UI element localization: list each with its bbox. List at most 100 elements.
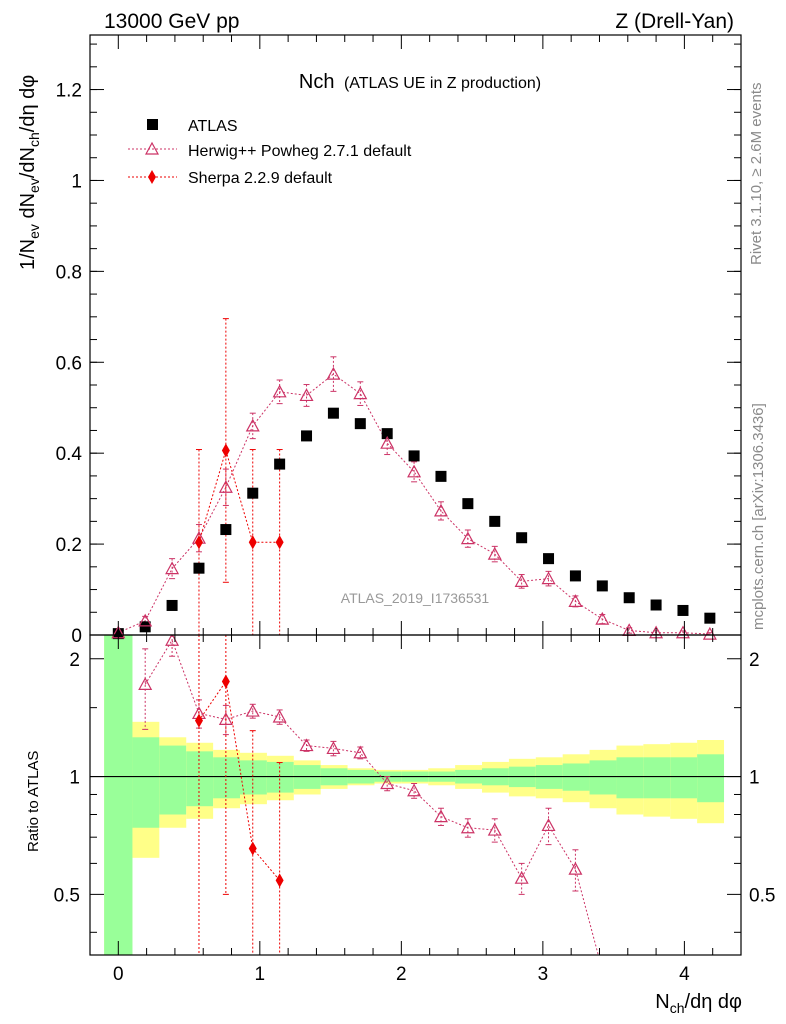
herwig-ratio-point: [514, 870, 529, 884]
sherpa-ratio-point: [221, 674, 230, 689]
main-y-tick-label: 0.8: [56, 262, 82, 283]
ratio-plot-area: [90, 635, 741, 955]
atlas-data-point: [435, 470, 447, 482]
atlas-data-point: [650, 599, 662, 611]
ratio-uncertainty-bands: [104, 635, 725, 955]
herwig-ratio-point: [487, 822, 502, 836]
herwig-data-point: [326, 366, 341, 380]
legend-marker-atlas: [147, 119, 158, 130]
x-tick-label: 4: [679, 964, 690, 985]
atlas-data-point: [623, 592, 635, 604]
herwig-ratio-point: [353, 745, 368, 759]
main-y-tick-label: 0: [71, 626, 82, 647]
x-tick-label: 0: [113, 964, 124, 985]
herwig-ratio-point: [138, 677, 153, 690]
herwig-data-point: [541, 571, 556, 585]
herwig-data-point: [595, 611, 610, 625]
main-y-tick-label: 0.4: [56, 444, 83, 465]
herwig-ratio-point: [407, 783, 422, 797]
green-band-bin: [266, 761, 294, 793]
atlas-data-point: [381, 428, 393, 440]
herwig-ratio-point: [326, 741, 341, 755]
herwig-data-point: [272, 384, 287, 398]
green-band-bin: [132, 737, 160, 828]
atlas-data-point: [274, 458, 286, 470]
herwig-data-point: [353, 386, 368, 400]
atlas-data-point: [139, 621, 151, 633]
x-tick-label: 3: [538, 964, 549, 985]
herwig-data-point: [514, 574, 529, 587]
legend-label-sherpa: Sherpa 2.2.9 default: [188, 170, 333, 187]
herwig-ratio-point: [433, 809, 448, 823]
sherpa-data-point: [275, 535, 284, 550]
sherpa-data-point: [194, 535, 203, 550]
atlas-data-point: [220, 524, 232, 536]
green-band-bin: [670, 757, 698, 799]
herwig-data-point: [165, 561, 180, 575]
green-band-bin: [589, 760, 617, 795]
herwig-ratio-point: [541, 818, 556, 832]
sherpa-data-point: [221, 443, 230, 458]
green-band-bin: [616, 757, 644, 799]
plot-title-main: Nch: [299, 71, 335, 93]
atlas-data-point: [193, 562, 205, 574]
atlas-data-point: [516, 532, 528, 544]
ratio-panel-frame: [89, 634, 742, 956]
green-band-bin: [186, 751, 214, 807]
legend-label-atlas: ATLAS: [188, 118, 238, 135]
green-band-bin: [643, 757, 671, 799]
header-energy-label: 13000 GeV pp: [104, 10, 239, 33]
herwig-data-point: [138, 613, 153, 627]
main-y-tick-label: 0.6: [56, 353, 82, 374]
atlas-data-point: [166, 599, 178, 611]
herwig-ratio-point: [272, 709, 287, 723]
ratio-y-tick-label-left: 2: [69, 650, 80, 671]
herwig-ratio-point: [380, 776, 395, 790]
sherpa-ratio-line: [198, 680, 281, 881]
atlas-data-point: [408, 450, 420, 462]
herwig-ratio-point: [460, 820, 475, 834]
green-band-bin: [697, 754, 725, 803]
main-y-axis-label: 1/Nev dNev/dNch/dη dφ: [17, 75, 42, 270]
sherpa-ratio-point: [275, 873, 284, 888]
analysis-watermark: ATLAS_2019_I1736531: [341, 590, 490, 606]
legend-label-herwig: Herwig++ Powheg 2.7.1 default: [188, 143, 412, 160]
herwig-data-point: [245, 418, 260, 432]
herwig-data-point: [433, 503, 448, 517]
herwig-data-point: [407, 464, 422, 478]
green-band-bin: [240, 760, 267, 795]
ratio-y-tick-label-right: 0.5: [749, 885, 775, 906]
atlas-data-point: [301, 430, 313, 442]
legend-marker-sherpa: [148, 170, 156, 184]
ratio-y-tick-label-right: 1: [749, 768, 760, 789]
herwig-data-point: [218, 480, 233, 493]
rivet-version-label: Rivet 3.1.10, ≥ 2.6M events: [748, 83, 765, 266]
plot-title: Nch (ATLAS UE in Z production): [299, 71, 541, 93]
herwig-ratio-point: [245, 703, 260, 717]
ratio-y-tick-label-left: 1: [69, 768, 80, 789]
x-tick-label: 2: [396, 964, 407, 985]
sherpa-ratio-point: [194, 713, 203, 728]
herwig-data-point: [675, 625, 690, 639]
plot-title-sub: (ATLAS UE in Z production): [344, 75, 541, 92]
legend: ATLAS Herwig++ Powheg 2.7.1 default Sher…: [128, 118, 412, 187]
x-axis-label: Nch/dη dφ: [655, 991, 742, 1016]
herwig-data-point: [568, 594, 583, 607]
atlas-data-point: [596, 580, 608, 592]
green-band-bin: [104, 635, 133, 955]
main-y-tick-label: 0.2: [56, 535, 82, 556]
atlas-data-point: [327, 407, 339, 419]
green-band-bin: [159, 745, 187, 815]
herwig-data-point: [299, 388, 314, 402]
green-band-bin: [213, 757, 241, 799]
atlas-data-point: [543, 553, 555, 565]
herwig-data-point: [460, 531, 475, 545]
atlas-data-point: [247, 487, 259, 499]
main-y-tick-label: 1: [71, 171, 82, 192]
atlas-data-point: [704, 612, 716, 624]
atlas-data-point: [489, 515, 501, 527]
sherpa-line: [198, 448, 280, 543]
mcplots-label: mcplots.cern.ch [arXiv:1306.3436]: [750, 403, 767, 630]
atlas-data-point: [677, 604, 689, 616]
